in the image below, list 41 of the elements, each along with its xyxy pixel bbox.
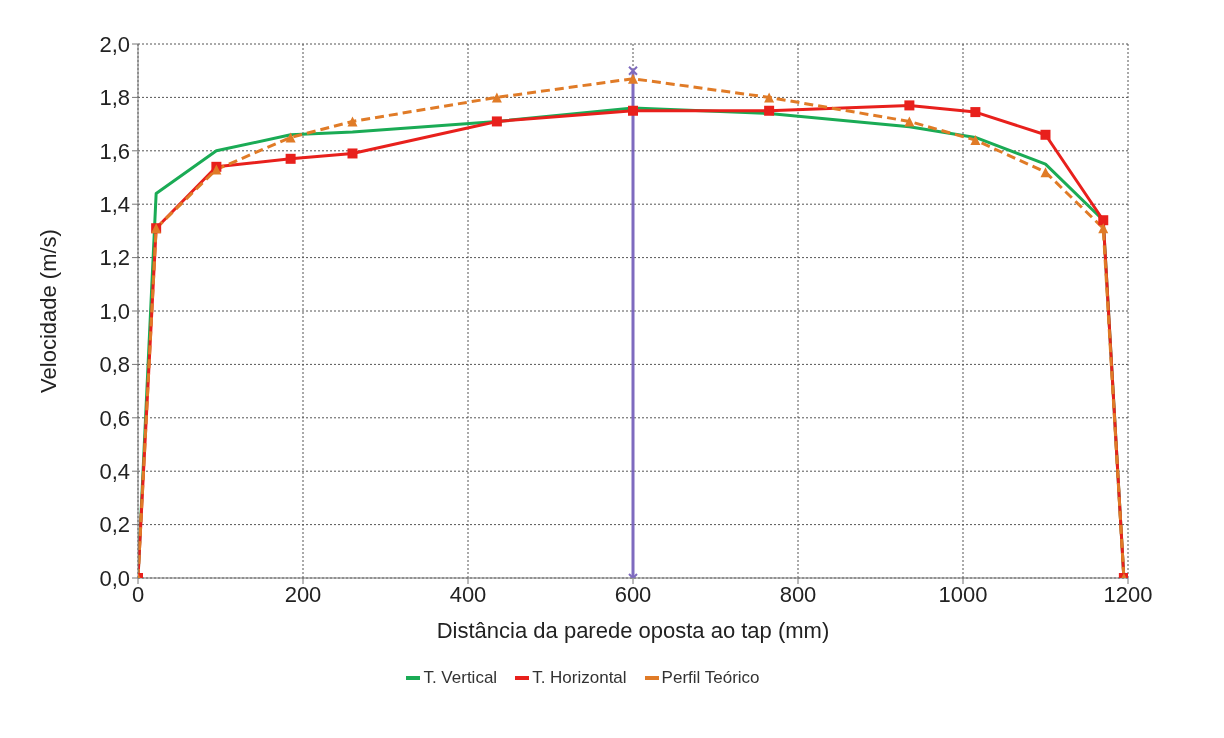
y-axis-title: Velocidade (m/s) bbox=[35, 229, 61, 393]
y-tick-label: 2,0 bbox=[99, 31, 130, 57]
y-tick-label: 0,0 bbox=[99, 565, 130, 591]
point bbox=[285, 153, 296, 164]
point bbox=[764, 105, 775, 116]
y-tick-label: 1,6 bbox=[99, 138, 130, 164]
x-tick-label: 200 bbox=[284, 581, 322, 607]
point bbox=[285, 132, 296, 143]
x-tick-label: 1200 bbox=[1103, 581, 1153, 607]
y-tick-label: 0,6 bbox=[99, 405, 130, 431]
point bbox=[764, 92, 775, 103]
point bbox=[628, 73, 638, 84]
point bbox=[904, 116, 915, 127]
y-tick-label: 0,8 bbox=[99, 352, 130, 378]
point bbox=[970, 135, 981, 146]
point bbox=[970, 107, 981, 118]
legend-label: Perfil Teórico bbox=[660, 668, 760, 688]
x-tick-label: 800 bbox=[779, 581, 817, 607]
x-tick-label: 1000 bbox=[938, 581, 988, 607]
point bbox=[904, 100, 915, 111]
legend-label: T. Horizontal bbox=[531, 668, 627, 688]
legend-label: T. Vertical bbox=[422, 668, 498, 688]
y-tick-label: 1,4 bbox=[99, 192, 130, 218]
y-tick-label: 0,2 bbox=[99, 512, 130, 538]
point bbox=[491, 92, 502, 103]
point bbox=[628, 65, 638, 76]
point bbox=[347, 148, 358, 159]
x-tick-label: 400 bbox=[449, 581, 487, 607]
point bbox=[1098, 223, 1109, 234]
y-tick-label: 1,2 bbox=[99, 245, 130, 271]
y-tick-label: 0,4 bbox=[99, 459, 130, 485]
y-tick-label: 1,0 bbox=[99, 298, 130, 324]
point bbox=[1040, 129, 1051, 140]
x-axis-title: Distância da parede oposta ao tap (mm) bbox=[436, 618, 830, 643]
point bbox=[1098, 215, 1109, 226]
point bbox=[347, 116, 358, 127]
x-tick-label: 0 bbox=[131, 581, 145, 607]
point bbox=[491, 116, 502, 127]
y-tick-label: 1,8 bbox=[99, 85, 130, 111]
point bbox=[628, 105, 638, 116]
x-tick-label: 600 bbox=[614, 581, 652, 607]
